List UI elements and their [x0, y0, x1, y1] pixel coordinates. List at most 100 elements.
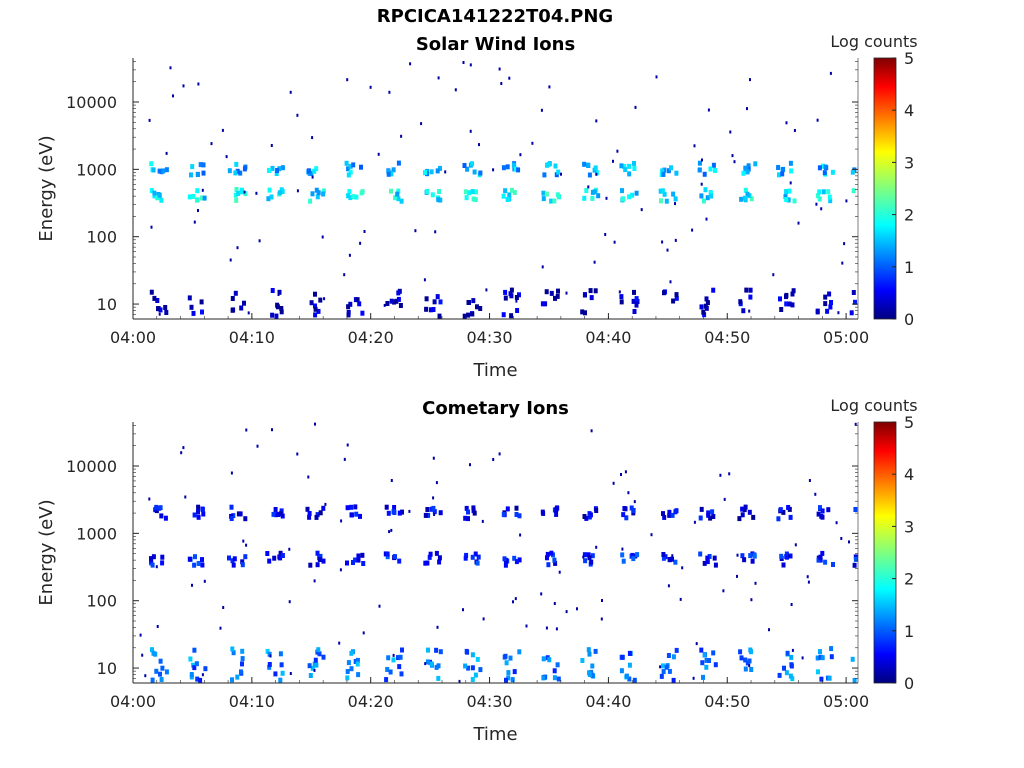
data-cell	[243, 190, 246, 194]
data-cell	[627, 650, 632, 656]
y-tick-label: 1000	[76, 160, 117, 179]
data-cell	[200, 562, 205, 568]
data-cell	[397, 664, 402, 670]
data-cell	[498, 452, 501, 456]
data-cell	[818, 649, 822, 655]
data-cell	[321, 188, 326, 194]
data-cell	[584, 188, 589, 194]
data-cell	[227, 555, 231, 561]
data-cell	[514, 559, 519, 565]
data-cell	[664, 664, 669, 670]
data-cell	[196, 509, 200, 515]
data-cell	[711, 287, 716, 293]
data-cell	[378, 604, 381, 608]
data-cell	[313, 579, 316, 583]
data-cell	[634, 105, 637, 109]
data-cell	[702, 560, 707, 566]
data-cell	[662, 167, 667, 173]
data-cell	[510, 187, 514, 193]
data-cell	[634, 190, 639, 196]
data-cell	[621, 196, 626, 202]
data-cell	[600, 617, 603, 621]
data-cell	[681, 566, 684, 570]
data-cell	[238, 170, 243, 176]
data-cell	[414, 229, 417, 233]
data-cell	[235, 168, 240, 174]
data-cell	[592, 189, 597, 195]
data-cell	[339, 568, 342, 572]
data-cell	[627, 491, 630, 495]
data-cell	[426, 647, 430, 653]
data-cell	[231, 513, 236, 519]
y-tick-label: 10	[97, 295, 117, 314]
data-cell	[400, 647, 404, 653]
data-cell	[270, 144, 273, 147]
data-cell	[267, 187, 272, 193]
data-cell	[219, 626, 222, 630]
data-cell	[540, 301, 545, 307]
data-cell	[743, 657, 748, 663]
data-cell	[358, 513, 362, 519]
data-cell	[392, 510, 397, 515]
data-cell	[788, 554, 791, 558]
data-cell	[632, 166, 637, 171]
data-cell	[158, 658, 163, 664]
data-cell	[384, 504, 389, 510]
data-cell	[698, 551, 703, 557]
data-cell	[744, 166, 749, 172]
data-cell	[515, 308, 520, 313]
data-cell	[478, 306, 483, 311]
data-cell	[660, 168, 665, 174]
data-cell	[674, 647, 679, 653]
data-cell	[627, 171, 632, 177]
data-cell	[749, 667, 754, 672]
colorbar-tick-label: 4	[904, 465, 914, 484]
data-cell	[586, 162, 590, 168]
data-cell	[240, 562, 245, 568]
data-cell	[157, 192, 162, 198]
data-cell	[393, 195, 398, 201]
colorbar	[873, 57, 897, 320]
data-cell	[345, 669, 350, 674]
data-cells	[139, 422, 858, 683]
data-cell	[273, 507, 278, 512]
data-cell	[469, 63, 472, 67]
data-cell	[150, 677, 155, 683]
data-cell	[583, 310, 587, 316]
data-cell	[674, 292, 679, 298]
data-cell	[785, 121, 788, 125]
data-cell	[713, 562, 718, 568]
data-cell	[634, 302, 639, 308]
data-cell	[392, 554, 397, 560]
data-cell	[543, 301, 548, 307]
data-cell	[399, 671, 404, 677]
data-cell	[512, 600, 514, 604]
data-cell	[433, 513, 436, 516]
data-cell	[201, 673, 204, 677]
data-cell	[243, 554, 248, 560]
data-cell	[748, 309, 751, 313]
data-cell	[229, 516, 234, 521]
data-cell	[743, 666, 748, 672]
data-cell	[239, 305, 244, 311]
data-cell	[397, 510, 402, 516]
data-cell	[586, 647, 591, 653]
data-cell	[156, 306, 160, 312]
data-cell	[790, 603, 793, 606]
data-cell	[385, 301, 390, 306]
data-cell	[273, 671, 278, 677]
data-cell	[346, 166, 351, 172]
data-cell	[719, 473, 722, 477]
data-cell	[351, 560, 355, 565]
x-tick-label: 04:30	[467, 328, 513, 347]
data-cell	[700, 182, 703, 186]
data-cell	[296, 113, 299, 117]
data-cell	[737, 516, 742, 522]
data-cell	[465, 166, 470, 172]
data-cell	[745, 169, 750, 175]
data-cell	[478, 667, 483, 673]
figure-title: RPCICA141222T04.PNG	[376, 6, 614, 27]
data-cell	[463, 555, 468, 561]
data-cell	[582, 161, 587, 167]
